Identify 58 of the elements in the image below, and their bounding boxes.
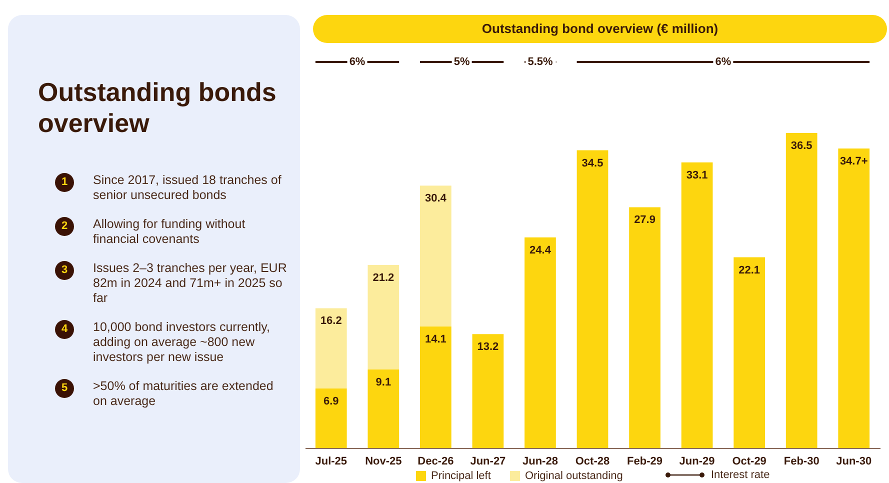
text: 3 — [55, 261, 74, 280]
text: Interest rate — [711, 469, 770, 481]
text: 10,000 bond investors currently, adding on average ~800 new investors per new issue — [93, 320, 270, 364]
x-tick-label: Nov-25 — [365, 456, 402, 468]
data-label: 34.7+ — [840, 156, 868, 168]
total-label: 30.4 — [424, 192, 448, 205]
bar — [315, 388, 347, 448]
x-tick-label: Feb-30 — [784, 456, 820, 468]
text: 6% — [349, 56, 366, 68]
text: 2 — [55, 217, 74, 236]
x-tick-label: Jun-30 — [836, 456, 872, 468]
text: Outstanding bonds overview — [38, 77, 278, 139]
x-tick-label: Jul-25 — [315, 456, 348, 468]
x-tick-label: Oct-29 — [732, 456, 766, 468]
bar — [420, 326, 452, 448]
data-label: 9.1 — [376, 376, 392, 388]
legend-label: Principal left — [431, 470, 491, 482]
text: 5.5% — [528, 56, 553, 68]
x-tick-label: Dec-26 — [418, 456, 454, 468]
text: Since 2017, issued 18 tranches of senior unsecured bonds — [93, 173, 282, 202]
bar — [472, 334, 504, 448]
x-tick-label: Jun-29 — [679, 456, 715, 468]
total-label: 21.2 — [372, 272, 394, 284]
x-tick-label: Jun-28 — [522, 456, 558, 468]
bar — [524, 237, 556, 448]
text: 4 — [55, 320, 74, 339]
x-tick-label: Oct-28 — [575, 456, 610, 468]
chart-title: Outstanding bond overview (€ million) — [313, 15, 887, 43]
bar — [838, 148, 870, 448]
bar — [576, 150, 608, 448]
data-label: 27.9 — [634, 214, 656, 226]
text: 1 — [55, 173, 74, 192]
text: Issues 2–3 tranches per year, EUR 82m in 2024 and 71m+ in 2025 so far — [93, 261, 287, 305]
data-label: 13.2 — [477, 341, 499, 354]
legend-label: Original outstanding — [525, 470, 623, 482]
text: 6% — [715, 56, 732, 68]
text: Allowing for funding without financial covenants — [93, 217, 246, 246]
bar — [420, 186, 452, 326]
total-label: 16.2 — [320, 315, 342, 328]
data-label: 14.1 — [424, 333, 446, 346]
data-label: 33.1 — [686, 169, 708, 182]
text: 5% — [454, 56, 470, 68]
bar — [315, 308, 347, 388]
x-tick-label: Jun-27 — [470, 456, 506, 468]
bar — [368, 369, 400, 448]
text: 5 — [55, 379, 74, 398]
bar — [786, 133, 818, 448]
data-label: 22.1 — [738, 264, 760, 276]
bar — [629, 207, 660, 448]
data-label: 6.9 — [323, 395, 339, 408]
data-label: 24.4 — [530, 244, 552, 256]
text: >50% of maturities are extended on average — [93, 379, 274, 408]
bar — [734, 257, 765, 448]
bar — [368, 265, 400, 370]
bar — [681, 162, 713, 448]
data-label: 36.5 — [790, 140, 812, 152]
data-label: 34.5 — [582, 157, 604, 170]
x-tick-label: Feb-29 — [627, 456, 663, 468]
